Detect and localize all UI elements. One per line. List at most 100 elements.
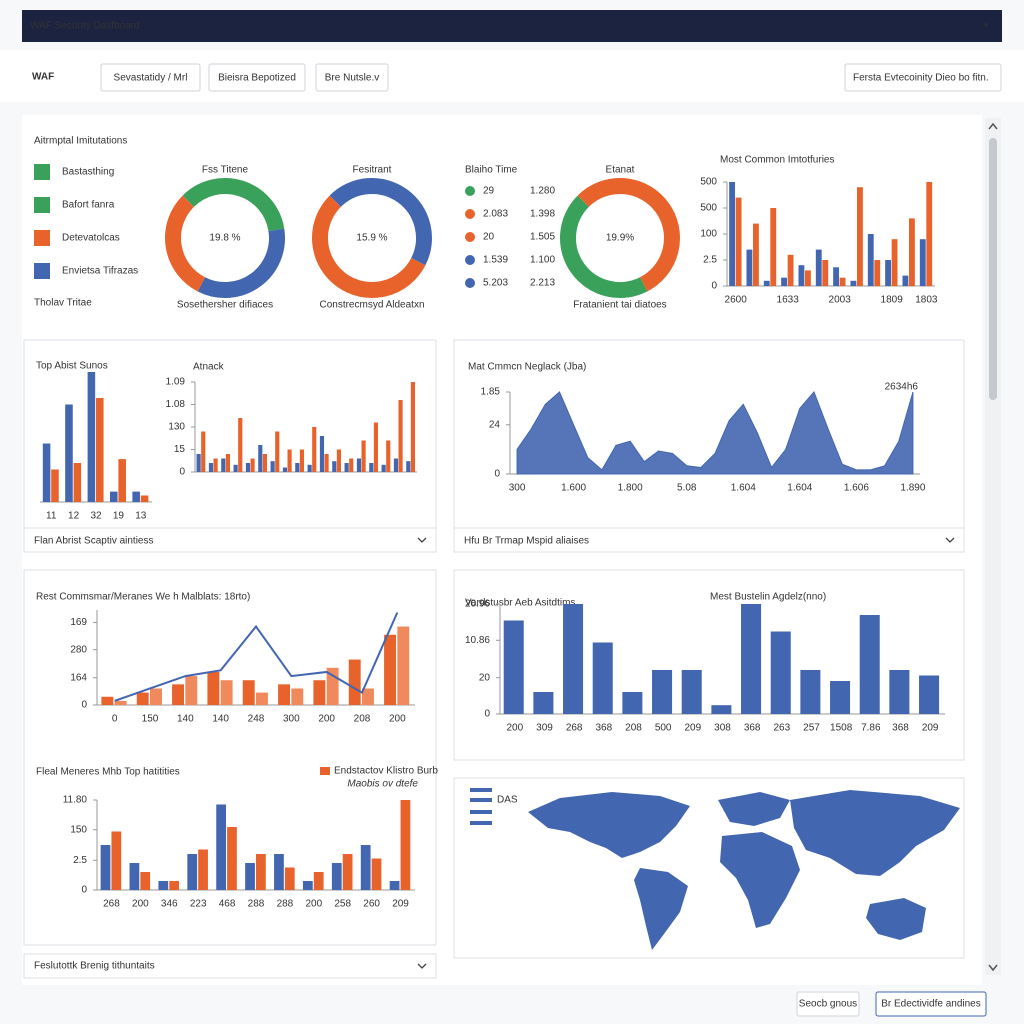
legend-swatch [34,164,50,180]
logo: WAF [32,72,54,83]
continent [866,898,926,940]
line [114,612,399,702]
bar [132,491,140,502]
close-button: × [983,21,989,32]
panel-footer: Feslutottk Brenig tithuntaits [34,961,155,972]
row-dot [465,209,475,219]
chart-title: Top Abist Sunos [36,361,108,372]
bar [185,676,198,705]
bar [111,831,122,890]
legend-title: Aitrmptal Imitutations [34,136,127,147]
bar [356,458,362,472]
area [516,391,914,475]
x-tick-label: 208 [354,714,371,725]
continent [634,868,688,950]
x-tick-label: 1508 [830,723,853,734]
bar [371,858,382,890]
bar [889,670,910,714]
table-cell: 1.505 [530,232,555,243]
bar [919,239,926,286]
dropdown[interactable] [844,63,1002,92]
bar [307,464,312,472]
chart-title: Fesitrant [353,165,392,176]
legend-label: Envietsa Tifrazas [62,266,138,277]
x-tick-label: 268 [566,723,583,734]
table-title: Blaiho Time [465,165,518,176]
toolbar-button-label: Sevastatidy / Mrl [114,73,188,84]
toolbar-button[interactable] [208,63,306,92]
bar [798,265,805,286]
bar [140,872,151,890]
footer-button[interactable] [796,991,860,1017]
x-tick-label: 500 [655,723,672,734]
bar [336,449,341,472]
y-tick-label: 0 [711,281,717,292]
y-tick-label: 1.09 [166,377,186,388]
bar [258,445,263,472]
bar [110,491,118,502]
toolbar-button[interactable] [315,63,389,92]
title-bar [22,10,1002,42]
x-tick-label: 1809 [881,295,904,306]
x-tick-label: 346 [161,899,178,910]
bar [741,604,762,714]
y-tick-label: 280 [70,644,87,655]
bar [735,197,742,286]
bar [114,700,127,705]
chevron [417,72,993,969]
bar [384,634,397,705]
donut-segment [577,178,680,292]
row-dot [465,278,475,288]
bar [201,431,206,472]
bar [278,684,291,705]
row-dot [465,232,475,242]
legend-swatch [320,767,330,775]
bar [344,463,349,472]
y-tick-label: 0 [179,467,185,478]
footer-button-label: Seocb gnous [799,999,857,1010]
x-tick-label: 200 [389,714,406,725]
chart-title: Rest Commsmar/Meranes We h Malblats: 18r… [36,592,250,603]
bar [187,854,198,890]
scroll-up[interactable] [988,122,998,130]
bar [389,881,400,890]
x-tick-label: 263 [773,723,790,734]
y-tick-label: 169 [70,617,87,628]
footer-button-label: Br Edectividfe andines [881,999,981,1010]
y-tick-label: 1.08 [166,399,186,410]
bar [213,458,218,472]
scroll-down[interactable] [988,964,998,972]
x-tick-label: 1.800 [618,483,643,494]
bar [729,182,736,286]
y-tick-label: 100 [700,229,717,240]
toolbar-button[interactable] [100,63,201,92]
caption: Fratanient tai diatoes [573,300,666,311]
bar [386,440,391,472]
panel-footer: Hfu Br Trmap Mspid aliaises [464,536,589,547]
x-tick-label: 140 [177,714,194,725]
bar [503,620,524,714]
footer-button[interactable] [875,991,987,1017]
footer-dropdown[interactable] [23,953,437,979]
x-tick-label: 257 [803,723,820,734]
chart-title: Atnack [193,362,225,373]
bar [287,449,292,472]
bar [592,642,613,714]
bar [198,849,208,890]
table-cell: 1.398 [530,209,555,220]
bar [73,463,82,502]
bar [770,208,777,286]
dropdown-label: Fersta Evtecoinity Dieo bo fitn. [853,73,989,84]
center-label: 19.9% [606,233,634,244]
x-tick-label: 7.86 [861,723,881,734]
x-tick-label: 368 [892,723,909,734]
bar [800,670,821,714]
legend-swatch [34,230,50,246]
bar [822,260,829,286]
y-tick-label: 2.5 [703,255,717,266]
bar [275,431,280,472]
bar [805,270,811,286]
scroll-thumb[interactable] [989,138,997,400]
bar [220,680,233,705]
bar [129,863,140,890]
